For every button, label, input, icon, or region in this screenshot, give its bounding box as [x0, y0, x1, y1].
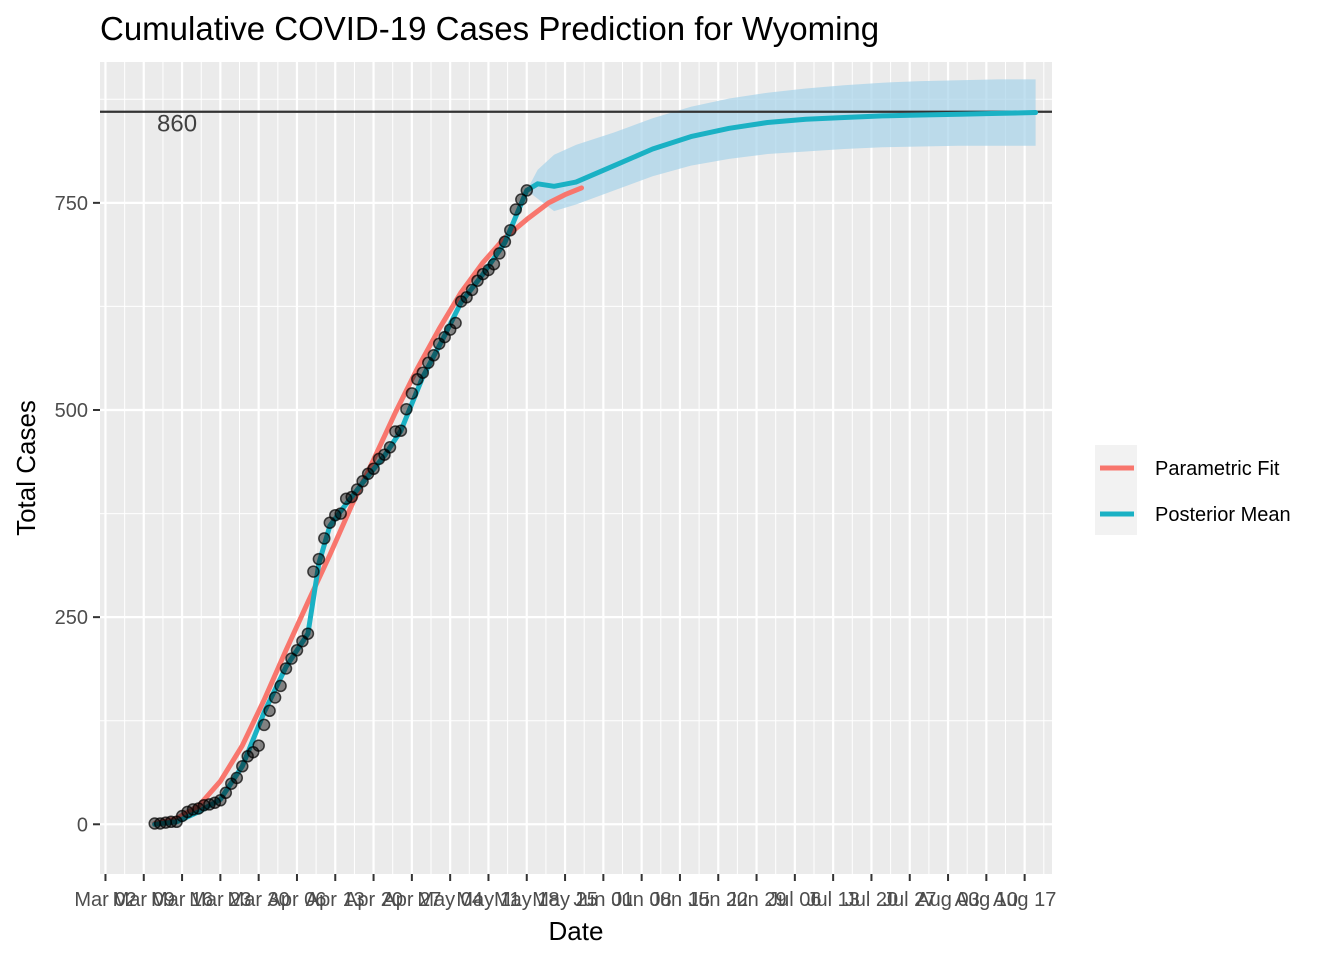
observed-points	[148, 184, 534, 830]
observed-point	[318, 532, 331, 545]
observed-point	[427, 349, 440, 362]
observed-point	[449, 316, 462, 330]
observed-point	[290, 644, 304, 657]
x-tick-label: Jun 08	[612, 889, 672, 911]
observed-point	[509, 203, 523, 216]
observed-point	[334, 507, 347, 520]
y-tick-label: 500	[55, 400, 88, 422]
observed-point	[487, 257, 501, 271]
x-tick-label: Jul 13	[806, 889, 859, 911]
legend-label: Posterior Mean	[1155, 504, 1291, 526]
observed-point	[274, 679, 287, 693]
observed-point	[268, 691, 282, 704]
observed-point	[416, 366, 430, 379]
series-line-posterior-mean	[152, 110, 1039, 827]
observed-point	[465, 283, 479, 297]
y-axis-title: Total Cases	[11, 400, 41, 536]
observed-point	[515, 193, 528, 206]
x-tick-label: Mar 09	[113, 889, 175, 911]
observed-point	[307, 565, 320, 578]
observed-point	[279, 662, 293, 675]
y-tick-label: 750	[55, 193, 88, 215]
x-tick-label: May 04	[417, 889, 483, 911]
x-tick-label: Jun 29	[727, 889, 787, 911]
observed-point	[230, 771, 244, 785]
x-tick-label: Mar 23	[189, 889, 251, 911]
x-tick-label: Apr 27	[382, 889, 441, 911]
observed-point	[257, 718, 271, 732]
x-tick-label: May 18	[494, 889, 560, 911]
chart-title: Cumulative COVID-19 Cases Prediction for…	[100, 10, 879, 47]
observed-point	[405, 387, 419, 400]
x-tick-label: Aug 03	[916, 889, 979, 911]
x-axis-title: Date	[549, 916, 604, 946]
observed-point	[252, 739, 265, 752]
observed-point	[301, 627, 315, 640]
y-tick-label: 250	[55, 607, 88, 629]
x-tick-label: Apr 20	[344, 889, 403, 911]
observed-point	[520, 184, 534, 197]
observed-point	[367, 462, 380, 476]
observed-point	[400, 402, 413, 416]
y-axis: 0 250 500 750	[55, 193, 100, 836]
observed-point	[493, 247, 506, 260]
grid	[100, 62, 1052, 874]
observed-point	[383, 441, 397, 454]
x-tick-label: Mar 16	[151, 889, 213, 911]
hline-label: 860	[157, 111, 197, 138]
x-tick-label: Jun 01	[573, 889, 633, 911]
x-tick-label: May 11	[456, 889, 520, 911]
observed-point	[219, 786, 233, 800]
observed-point	[263, 704, 276, 718]
x-tick-label: Apr 06	[267, 889, 326, 911]
x-tick-label: Mar 02	[74, 889, 136, 911]
observed-point	[312, 552, 326, 566]
legend-label: Parametric Fit	[1155, 458, 1280, 480]
x-tick-label: Aug 10	[955, 889, 1018, 911]
reference-line: 860	[100, 110, 1052, 138]
x-tick-label: Jul 20	[845, 889, 898, 911]
x-tick-label: Mar 30	[228, 889, 290, 911]
observed-point	[498, 235, 512, 249]
y-tick-label: 0	[77, 814, 88, 836]
observed-point	[394, 424, 408, 437]
x-tick-label: Apr 13	[306, 889, 365, 911]
legend: Parametric Fit Posterior Mean	[1095, 445, 1291, 535]
x-tick-label: May 25	[532, 889, 598, 911]
x-tick-label: Jul 06	[768, 889, 821, 911]
x-tick-label: Aug 17	[993, 889, 1056, 911]
legend-key-background	[1095, 445, 1137, 535]
observed-point	[236, 760, 249, 773]
x-tick-label: Jun 15	[650, 889, 710, 911]
x-tick-label: Jun 22	[688, 889, 748, 911]
observed-point	[504, 223, 517, 237]
x-tick-label: Jul 27	[883, 889, 936, 911]
